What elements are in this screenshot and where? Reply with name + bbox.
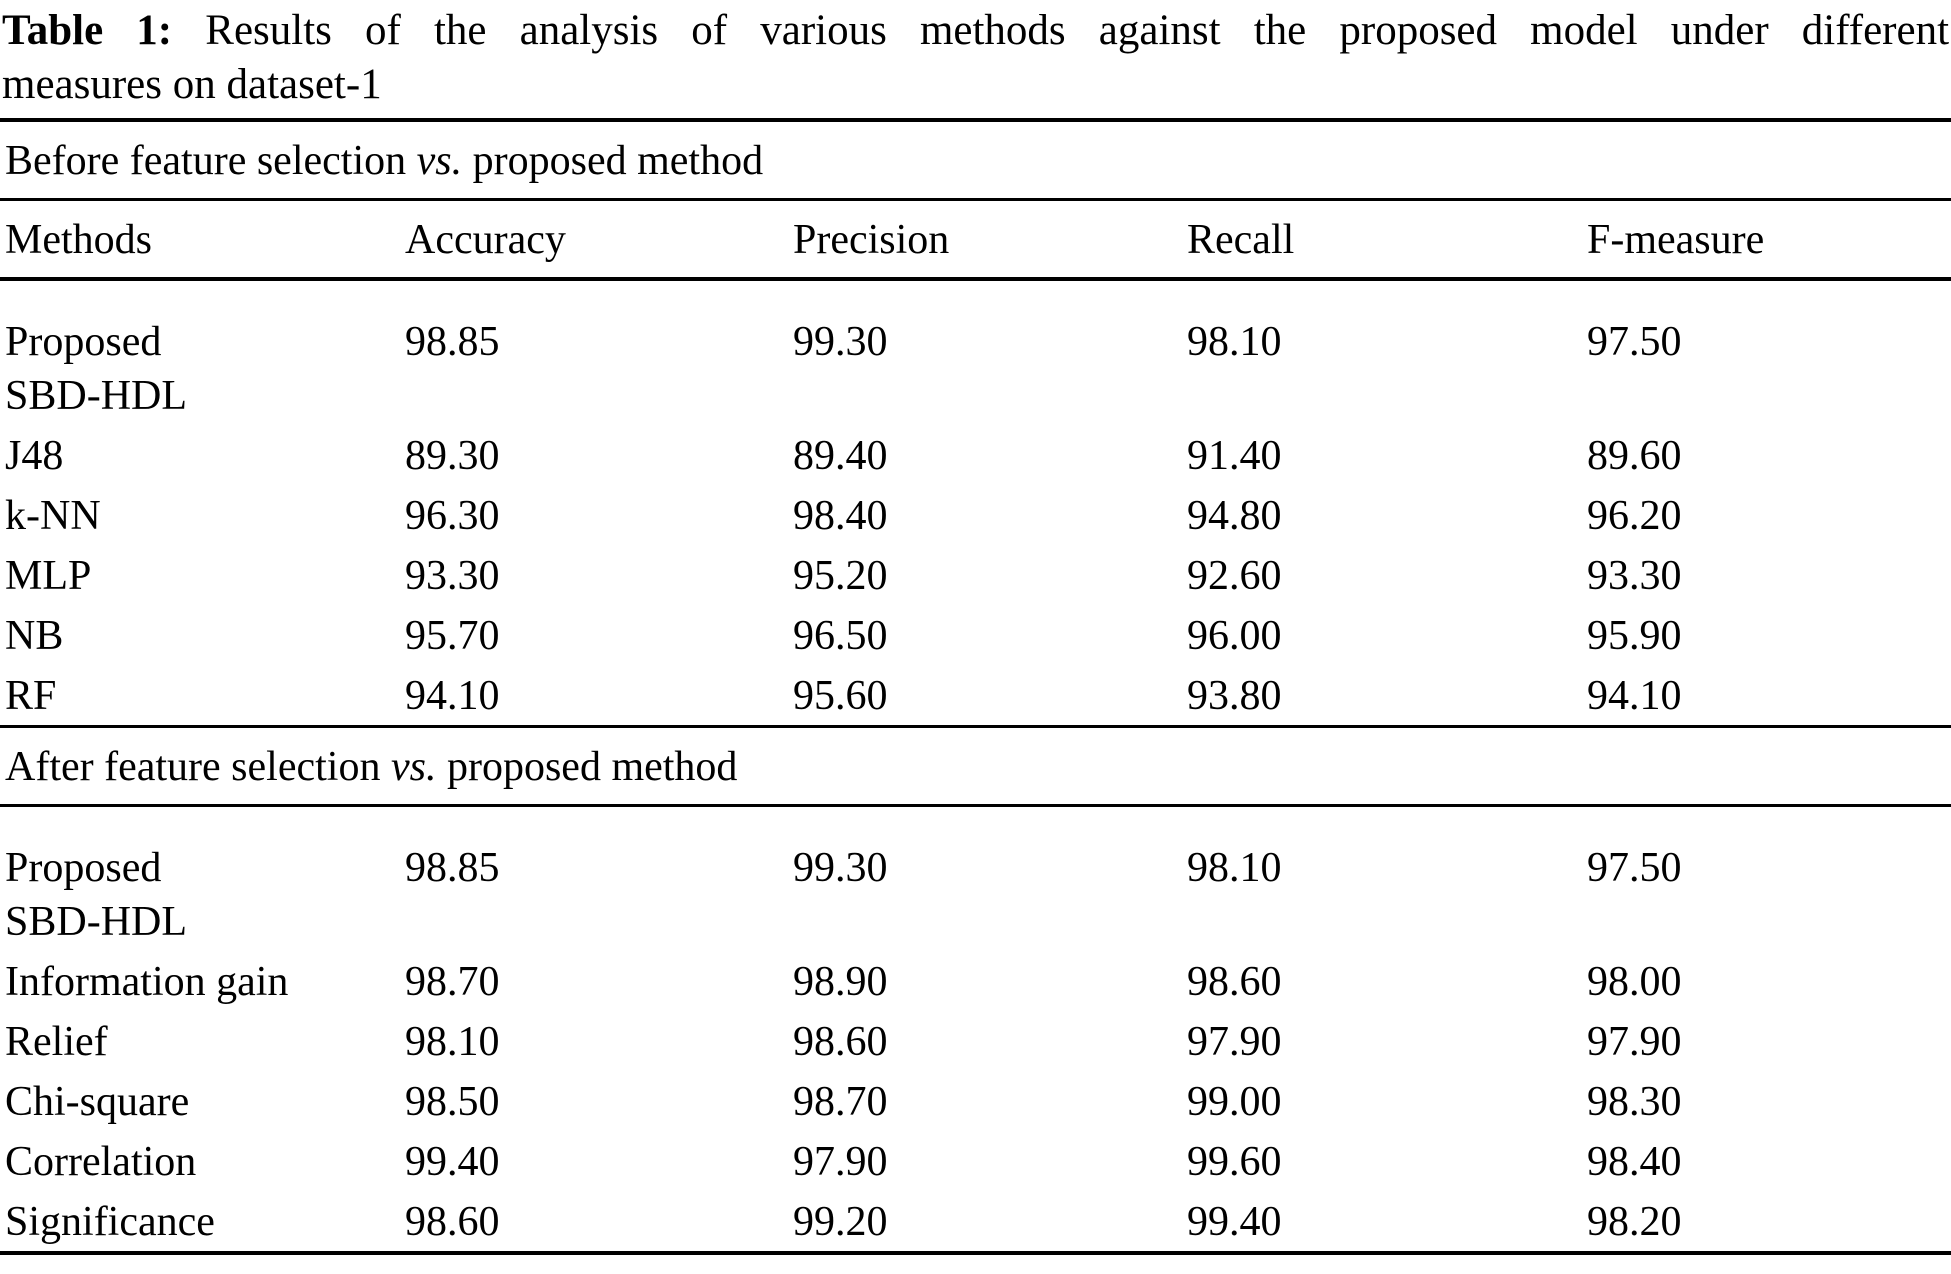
value-cell: 96.30 xyxy=(405,493,500,539)
column-header-recall: Recall xyxy=(1187,199,1587,281)
value-cell: 95.90 xyxy=(1587,613,1682,659)
value-cell: 96.20 xyxy=(1587,493,1682,539)
value-cell: 97.90 xyxy=(793,1139,888,1185)
value-cell: 98.10 xyxy=(1187,845,1282,891)
method-cell: Information gain xyxy=(5,959,289,1005)
caption-line-2: measures on dataset-1 xyxy=(2,61,382,108)
table-row: k-NN 96.30 98.40 94.80 96.20 xyxy=(0,485,1951,545)
value-cell: 98.20 xyxy=(1587,1199,1682,1245)
value-cell: 98.30 xyxy=(1587,1079,1682,1125)
table-row: Relief 98.10 98.60 97.90 97.90 xyxy=(0,1011,1951,1071)
value-cell: 99.40 xyxy=(405,1139,500,1185)
section-heading-prefix: After feature selection xyxy=(5,744,381,790)
method-cell: Relief xyxy=(5,1019,108,1065)
column-header-precision: Precision xyxy=(793,199,1187,281)
value-cell: 98.50 xyxy=(405,1079,500,1125)
method-cell: J48 xyxy=(5,433,64,479)
value-cell: 96.50 xyxy=(793,613,888,659)
section-heading-suffix: proposed method xyxy=(446,744,738,790)
section-heading-prefix: Before feature selection xyxy=(5,138,407,184)
table-row: Correlation 99.40 97.90 99.60 98.40 xyxy=(0,1131,1951,1191)
column-header-accuracy: Accuracy xyxy=(405,199,793,281)
value-cell: 98.60 xyxy=(405,1199,500,1245)
method-cell: Correlation xyxy=(5,1139,197,1185)
table-row: Information gain 98.70 98.90 98.60 98.00 xyxy=(0,951,1951,1011)
value-cell: 96.00 xyxy=(1187,613,1282,659)
table-row: Chi-square 98.50 98.70 99.00 98.30 xyxy=(0,1071,1951,1131)
table-row: NB 95.70 96.50 96.00 95.90 xyxy=(0,605,1951,665)
column-header-fmeasure: F-measure xyxy=(1587,199,1951,281)
value-cell: 97.90 xyxy=(1587,1019,1682,1065)
table-caption: Table 1: Results of the analysis of vari… xyxy=(0,0,1951,118)
method-cell: k-NN xyxy=(5,493,101,539)
table-row: J48 89.30 89.40 91.40 89.60 xyxy=(0,425,1951,485)
value-cell: 91.40 xyxy=(1187,433,1282,479)
table-row: RF 94.10 95.60 93.80 94.10 xyxy=(0,665,1951,727)
section-heading-text: Before feature selection vs. proposed me… xyxy=(0,120,1951,201)
column-header-row: Methods Accuracy Precision Recall F-meas… xyxy=(0,199,1951,281)
method-cell: NB xyxy=(5,613,64,659)
value-cell: 95.60 xyxy=(793,673,888,719)
table-row: Proposed SBD-HDL 98.85 99.30 98.10 97.50 xyxy=(0,806,1951,952)
value-cell: 99.60 xyxy=(1187,1139,1282,1185)
value-cell: 89.30 xyxy=(405,433,500,479)
value-cell: 98.85 xyxy=(405,319,500,365)
value-cell: 98.70 xyxy=(405,959,500,1005)
value-cell: 99.30 xyxy=(793,845,888,891)
value-cell: 94.80 xyxy=(1187,493,1282,539)
caption-line-1: Table 1: Results of the analysis of vari… xyxy=(2,4,1949,58)
results-table: Before feature selection vs. proposed me… xyxy=(0,118,1951,1255)
column-header-methods: Methods xyxy=(0,199,405,281)
method-cell: Proposed SBD-HDL xyxy=(5,319,188,419)
method-cell: RF xyxy=(5,673,57,719)
table-row: Significance 98.60 99.20 99.40 98.20 xyxy=(0,1191,1951,1253)
value-cell: 89.40 xyxy=(793,433,888,479)
table-row: MLP 93.30 95.20 92.60 93.30 xyxy=(0,545,1951,605)
value-cell: 97.50 xyxy=(1587,319,1682,365)
value-cell: 98.10 xyxy=(1187,319,1282,365)
section-heading-text: After feature selection vs. proposed met… xyxy=(0,725,1951,807)
method-cell: Chi-square xyxy=(5,1079,190,1125)
section-heading-before: Before feature selection vs. proposed me… xyxy=(0,120,1951,201)
caption-text: Results of the analysis of various metho… xyxy=(205,7,1950,54)
value-cell: 95.20 xyxy=(793,553,888,599)
section-heading-vs: vs. xyxy=(390,744,437,790)
value-cell: 93.30 xyxy=(405,553,500,599)
caption-label: Table 1: xyxy=(2,7,173,54)
value-cell: 98.00 xyxy=(1587,959,1682,1005)
value-cell: 98.90 xyxy=(793,959,888,1005)
value-cell: 99.00 xyxy=(1187,1079,1282,1125)
method-cell: Significance xyxy=(5,1199,215,1245)
value-cell: 98.60 xyxy=(793,1019,888,1065)
section-heading-suffix: proposed method xyxy=(472,138,764,184)
table-row: Proposed SBD-HDL 98.85 99.30 98.10 97.50 xyxy=(0,279,1951,425)
value-cell: 98.10 xyxy=(405,1019,500,1065)
value-cell: 98.40 xyxy=(793,493,888,539)
value-cell: 94.10 xyxy=(1587,673,1682,719)
value-cell: 99.40 xyxy=(1187,1199,1282,1245)
value-cell: 89.60 xyxy=(1587,433,1682,479)
value-cell: 98.40 xyxy=(1587,1139,1682,1185)
value-cell: 92.60 xyxy=(1187,553,1282,599)
section-heading-after: After feature selection vs. proposed met… xyxy=(0,725,1951,807)
value-cell: 97.90 xyxy=(1187,1019,1282,1065)
method-cell: MLP xyxy=(5,553,92,599)
value-cell: 93.30 xyxy=(1587,553,1682,599)
method-cell: Proposed SBD-HDL xyxy=(5,845,188,945)
value-cell: 98.85 xyxy=(405,845,500,891)
value-cell: 99.20 xyxy=(793,1199,888,1245)
value-cell: 97.50 xyxy=(1587,845,1682,891)
value-cell: 93.80 xyxy=(1187,673,1282,719)
value-cell: 94.10 xyxy=(405,673,500,719)
value-cell: 95.70 xyxy=(405,613,500,659)
value-cell: 98.70 xyxy=(793,1079,888,1125)
value-cell: 99.30 xyxy=(793,319,888,365)
value-cell: 98.60 xyxy=(1187,959,1282,1005)
section-heading-vs: vs. xyxy=(416,138,463,184)
